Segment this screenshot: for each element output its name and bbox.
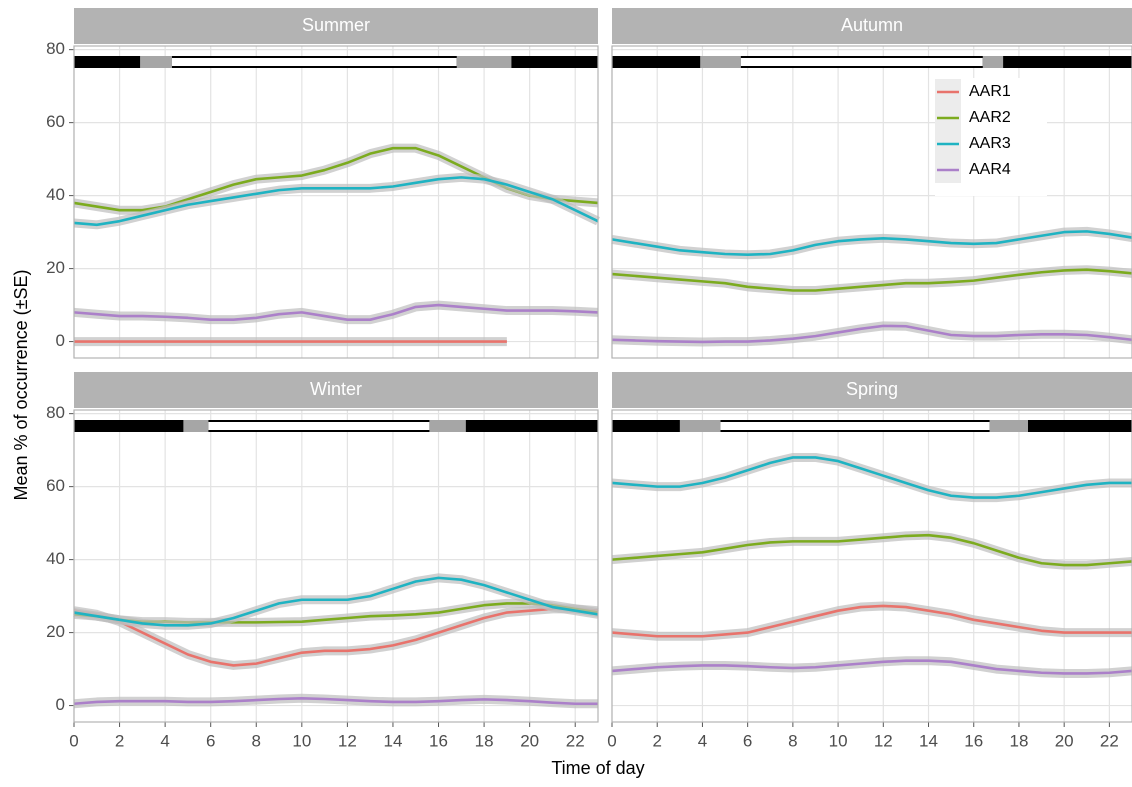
series-line: [73, 303, 599, 321]
dusk-band: [429, 420, 466, 432]
panel: [74, 410, 598, 722]
x-tick-label: 0: [69, 731, 78, 750]
series-group: [611, 226, 1132, 347]
series-line: [611, 268, 1132, 292]
day-band: [171, 58, 457, 66]
x-tick-label: 6: [743, 731, 752, 750]
x-tick-label: 2: [115, 731, 124, 750]
x-tick-label: 22: [1100, 731, 1119, 750]
dusk-band: [982, 56, 1004, 68]
day-band: [208, 422, 430, 430]
x-tick-label: 18: [475, 731, 494, 750]
x-axis-title: Time of day: [551, 758, 644, 778]
x-tick-label: 8: [788, 731, 797, 750]
series-group: [73, 143, 600, 347]
x-tick-label: 20: [520, 731, 539, 750]
x-tick-label: 18: [1009, 731, 1028, 750]
x-tick-label: 22: [566, 731, 585, 750]
x-tick-label: 6: [206, 731, 215, 750]
y-tick-label: 80: [46, 403, 65, 422]
y-tick-label: 0: [56, 695, 65, 714]
panel-border: [73, 409, 599, 723]
x-tick-label: 4: [160, 731, 169, 750]
panel: [74, 46, 598, 358]
strip-title: Winter: [310, 379, 362, 399]
series-line: [73, 607, 599, 667]
x-tick-label: 0: [607, 731, 616, 750]
x-tick-label: 2: [652, 731, 661, 750]
y-tick-label: 60: [46, 476, 65, 495]
x-tick-label: 8: [252, 731, 261, 750]
series-group: [73, 573, 599, 709]
x-tick-label: 10: [829, 731, 848, 750]
legend-label: AAR1: [969, 83, 1011, 100]
panel-border: [611, 409, 1132, 723]
legend-label: AAR3: [969, 135, 1011, 152]
day-band: [740, 58, 983, 66]
series-line: [611, 604, 1132, 638]
panel-border: [73, 45, 599, 359]
y-tick-label: 60: [46, 112, 65, 131]
day-band: [720, 422, 990, 430]
y-tick-label: 80: [46, 39, 65, 58]
dusk-band: [456, 56, 512, 68]
series-line: [73, 576, 599, 627]
strip-title: Autumn: [841, 15, 903, 35]
series-line: [611, 324, 1132, 344]
strip: [612, 372, 1132, 408]
series-line: [611, 230, 1132, 257]
x-tick-label: 10: [292, 731, 311, 750]
y-tick-label: 20: [46, 258, 65, 277]
y-tick-label: 40: [46, 185, 65, 204]
strip-title: Spring: [846, 379, 898, 399]
x-tick-label: 20: [1055, 731, 1074, 750]
series-line: [73, 696, 598, 706]
strip: [74, 372, 598, 408]
strip: [612, 8, 1132, 44]
y-axis-title: Mean % of occurrence (±SE): [11, 270, 31, 501]
series-line: [73, 176, 599, 227]
dawn-band: [679, 420, 721, 432]
dawn-band: [700, 56, 741, 68]
x-tick-label: 12: [338, 731, 357, 750]
strip: [74, 8, 598, 44]
y-tick-label: 0: [56, 331, 65, 350]
panel: [612, 46, 1132, 358]
strip-title: Summer: [302, 15, 370, 35]
x-tick-label: 4: [698, 731, 707, 750]
dawn-band: [183, 420, 209, 432]
legend-label: AAR2: [969, 109, 1011, 126]
x-tick-label: 14: [383, 731, 402, 750]
y-tick-label: 20: [46, 622, 65, 641]
series-line: [611, 456, 1132, 499]
x-tick-label: 12: [874, 731, 893, 750]
x-tick-label: 16: [429, 731, 448, 750]
x-tick-label: 14: [919, 731, 938, 750]
series-group: [611, 452, 1132, 678]
series-line: [611, 533, 1132, 567]
y-tick-label: 40: [46, 549, 65, 568]
x-tick-label: 16: [964, 731, 983, 750]
series-line: [611, 659, 1132, 675]
dusk-band: [989, 420, 1028, 432]
legend-label: AAR4: [969, 161, 1011, 178]
dawn-band: [140, 56, 172, 68]
panel-border: [611, 45, 1132, 359]
